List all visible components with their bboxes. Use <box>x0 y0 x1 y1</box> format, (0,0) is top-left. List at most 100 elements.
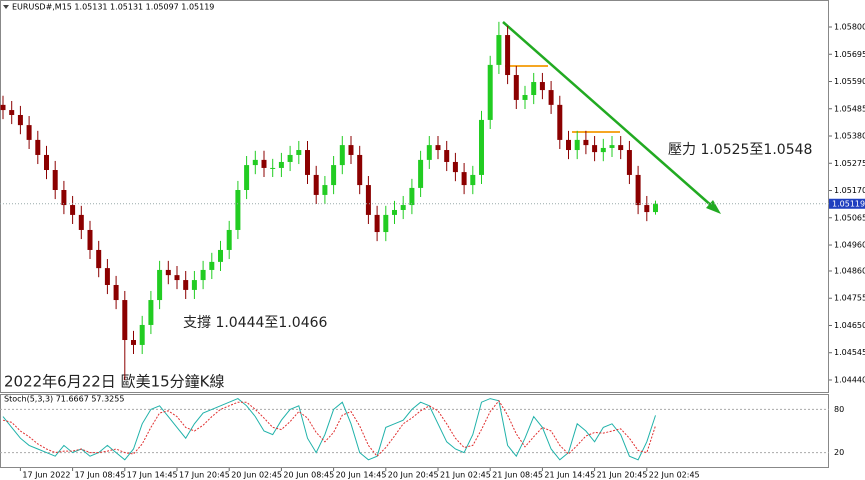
x-tick-label: 17 Jun 08:45 <box>75 471 126 480</box>
x-tick-label: 20 Jun 08:45 <box>283 471 334 480</box>
candle-body <box>339 145 345 166</box>
candle-body <box>505 35 511 76</box>
y-tick-label: 1.05170 <box>834 186 865 195</box>
candle-body <box>209 261 215 270</box>
candle-body <box>218 249 223 262</box>
candle-body <box>305 150 310 175</box>
y-tick-label: 1.05590 <box>834 77 865 86</box>
candle-body <box>200 269 206 281</box>
y-tick-label: 1.05380 <box>834 132 865 141</box>
candle-body <box>122 300 128 341</box>
candle-body <box>435 145 441 151</box>
trend-arrow <box>706 200 721 214</box>
candle-body <box>644 205 650 213</box>
chart-caption: 2022年6月22日 歐美15分鐘K線 <box>4 373 225 391</box>
y-tick-label: 1.04960 <box>834 241 865 250</box>
candle-body <box>44 154 49 171</box>
candle-body <box>626 150 632 175</box>
y-tick-label: 1.05065 <box>834 213 865 222</box>
candle-body <box>531 82 537 96</box>
candle-body <box>374 214 380 233</box>
candle-body <box>104 268 110 285</box>
candle-body <box>157 269 163 301</box>
x-tick-label: 17 Jun 20:45 <box>179 471 230 480</box>
candle-body <box>409 187 415 206</box>
candle-body <box>574 139 580 151</box>
y-tick-label: 1.04545 <box>834 348 865 357</box>
candle-body <box>357 154 363 186</box>
candle-body <box>452 161 458 173</box>
candle-body <box>244 165 250 190</box>
candle-body <box>444 150 450 162</box>
candle-body <box>17 114 23 126</box>
candle-body <box>487 64 493 120</box>
x-tick-label: 21 Jun 08:45 <box>492 471 543 480</box>
candle-body <box>70 205 76 215</box>
y-tick-label: 1.05800 <box>834 23 865 32</box>
candle-body <box>113 284 119 301</box>
candle-body <box>261 159 267 168</box>
y-tick-label: 1.04755 <box>834 294 865 303</box>
trend-line <box>502 21 714 208</box>
stoch-line <box>2 398 656 461</box>
candle-body <box>383 214 389 233</box>
y-tick-label: 1.04440 <box>834 375 865 384</box>
candle-body <box>618 145 624 151</box>
candle-body <box>522 95 528 100</box>
candle-body <box>566 139 571 151</box>
stoch-panel <box>0 394 829 468</box>
candle-body <box>539 82 545 91</box>
stoch-title: Stoch(5,3,3) 71.6667 57.3255 <box>4 395 124 404</box>
candle-body <box>26 125 32 140</box>
x-tick-label: 17 Jun 14:45 <box>127 471 178 480</box>
candle-body <box>96 249 102 269</box>
candle-body <box>313 174 319 195</box>
candle-body <box>52 170 58 190</box>
candle-body <box>226 229 232 250</box>
candle-body <box>392 209 397 215</box>
x-tick-label: 21 Jun 14:45 <box>544 471 595 480</box>
price-tag-label: 1.05119 <box>832 199 865 208</box>
candle-body <box>348 145 354 155</box>
candle-body <box>61 189 67 206</box>
candle-body <box>479 119 484 175</box>
candle-body <box>78 214 84 230</box>
candle-body <box>470 174 476 186</box>
candle-body <box>278 161 284 168</box>
candle-body <box>35 139 41 155</box>
candle-body <box>653 203 658 213</box>
candle-body <box>635 174 641 206</box>
candle-body <box>496 35 502 65</box>
x-tick-label: 22 Jun 02:45 <box>649 471 700 480</box>
candle-body <box>191 280 197 290</box>
candle-body <box>0 104 6 111</box>
y-tick-label: 1.05695 <box>834 50 865 59</box>
x-tick-label: 20 Jun 20:45 <box>388 471 439 480</box>
support-label: 支撐 1.0444至1.0466 <box>183 315 328 331</box>
candle-body <box>609 145 615 148</box>
candle-body <box>174 275 180 281</box>
candle-body <box>426 145 432 160</box>
y-tick-label: 80 <box>834 405 844 414</box>
price-tag <box>829 198 865 209</box>
candle-body <box>418 159 424 188</box>
candle-body <box>296 150 302 155</box>
candle-body <box>139 324 145 345</box>
main-panel <box>0 0 829 393</box>
candle-body <box>270 167 276 169</box>
candle-body <box>287 154 293 162</box>
candle-body <box>331 165 337 186</box>
candle-body <box>600 147 606 153</box>
candle-body <box>365 185 371 215</box>
candle-body <box>183 280 189 290</box>
stoch-line <box>2 399 656 457</box>
candle-body <box>583 139 589 146</box>
x-tick-label: 21 Jun 02:45 <box>440 471 491 480</box>
x-tick-label: 21 Jun 20:45 <box>597 471 648 480</box>
candle-body <box>252 159 258 166</box>
candle-body <box>148 300 154 325</box>
candle-body <box>235 189 241 230</box>
candle-body <box>592 145 598 153</box>
candle-body <box>548 90 554 105</box>
candle-body <box>322 185 328 195</box>
